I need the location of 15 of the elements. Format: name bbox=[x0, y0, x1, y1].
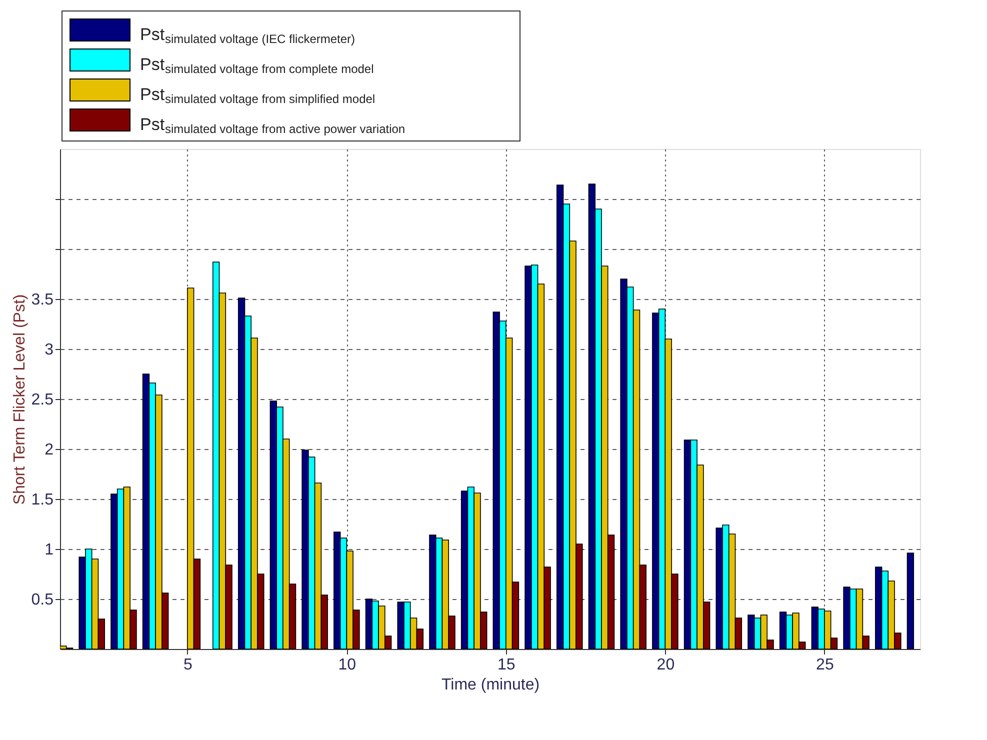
y-tick-label: 1 bbox=[44, 542, 54, 558]
y-axis-title: Short Term Flicker Level (Pst) bbox=[11, 294, 28, 505]
x-tick-label: 10 bbox=[338, 656, 356, 674]
bar bbox=[906, 552, 914, 649]
y-tick-label: 2.5 bbox=[31, 392, 54, 408]
x-axis-title: Time (minute) bbox=[441, 676, 540, 694]
x-tick-label: 25 bbox=[816, 656, 834, 674]
x-tick-label: 20 bbox=[656, 656, 675, 674]
y-tick-label: 3.5 bbox=[31, 292, 54, 308]
y-tick-label: 2 bbox=[44, 442, 54, 458]
x-tick-label: 15 bbox=[498, 656, 516, 674]
x-tick-label: 5 bbox=[183, 656, 192, 674]
y-tick-label: 1.5 bbox=[31, 492, 54, 508]
y-tick-label: 0.5 bbox=[31, 592, 54, 608]
y-tick-label: 3 bbox=[44, 342, 54, 358]
